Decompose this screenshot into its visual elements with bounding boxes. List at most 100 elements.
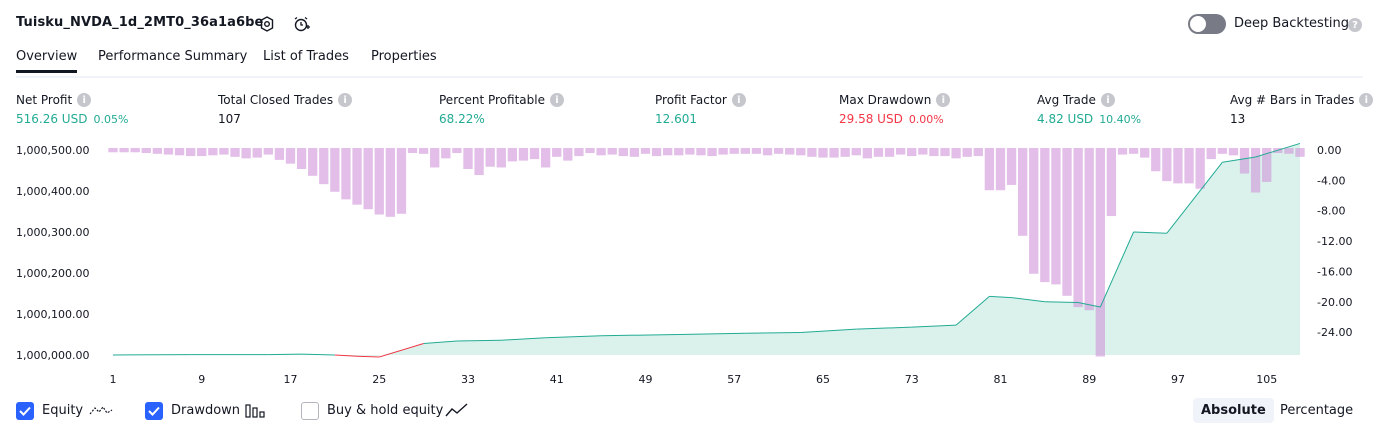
metric-value: 107 (218, 112, 352, 126)
equity-line-segment (379, 343, 424, 358)
deep-backtesting-label: Deep Backtesting (1234, 16, 1350, 31)
drawdown-bar (1217, 148, 1228, 154)
drawdown-bar (951, 148, 961, 159)
equity-line-segment (357, 355, 380, 358)
metric-sub-value: 0.00% (908, 113, 944, 126)
drawdown-bar (1151, 148, 1161, 172)
info-icon[interactable]: i (1359, 93, 1374, 107)
drawdown-bar (385, 148, 395, 217)
metric-label: Percent Profitable i (439, 93, 564, 107)
drawdown-bar (441, 148, 451, 159)
percentage-scale-button[interactable]: Percentage (1280, 403, 1354, 418)
buy-hold-label: Buy & hold equity (327, 403, 444, 418)
drawdown-bar (873, 148, 884, 157)
y-right-tick-label: 0.00 (1317, 144, 1342, 157)
drawdown-bar (1140, 148, 1150, 158)
drawdown-bar (230, 148, 240, 157)
equity-line-segment (989, 295, 1012, 299)
drawdown-bar (984, 148, 995, 191)
drawdown-bar (374, 148, 384, 215)
drawdown-bar (1128, 148, 1139, 154)
equity-chart[interactable]: 1,000,500.00 1,000,400.00 1,000,300.00 1,00… (0, 140, 1379, 390)
deep-backtesting-help-icon[interactable]: ? (1348, 18, 1362, 32)
strategy-title: Tuisku_NVDA_1d_2MT0_36a1a6be (16, 15, 264, 30)
x-tick-label: 9 (198, 373, 205, 386)
drawdown-bar (552, 148, 562, 157)
drawdown-bar (1239, 148, 1250, 174)
drawdown-bar (540, 148, 551, 168)
tab-properties[interactable]: Properties (371, 49, 437, 64)
metric-label-text: Total Closed Trades (218, 93, 334, 107)
drawdown-bar (363, 148, 373, 210)
metric-label: Max Drawdown i (839, 93, 951, 107)
equity-line-segment (1255, 142, 1301, 158)
drawdown-bar (396, 148, 407, 214)
metric-value: 68.22% (439, 112, 564, 126)
x-tick-label: 81 (993, 373, 1007, 386)
metric-label-text: Max Drawdown (839, 93, 932, 107)
settings-icon[interactable] (257, 14, 277, 34)
drawdown-bar (1073, 148, 1083, 308)
drawdown-bar (607, 148, 617, 155)
x-tick-label: 49 (638, 373, 652, 386)
drawdown-bar (851, 148, 861, 156)
x-tick-label: 25 (372, 373, 386, 386)
tab-performance-summary[interactable]: Performance Summary (98, 49, 248, 64)
equity-line-segment (456, 339, 502, 342)
equity-checkbox[interactable] (16, 402, 34, 420)
drawdown-bar (884, 148, 895, 157)
metric-value-text: 107 (218, 112, 241, 126)
add-alert-icon[interactable] (291, 14, 311, 34)
drawdown-bar (296, 148, 307, 169)
drawdown-bar (995, 148, 1006, 191)
info-icon[interactable]: i (1100, 93, 1115, 107)
drawdown-bar (829, 148, 839, 158)
metric-value: 29.58 USD 0.00% (839, 112, 950, 126)
equity-label: Equity (42, 403, 84, 418)
drawdown-bar (663, 148, 673, 156)
info-icon[interactable]: i (549, 93, 564, 107)
drawdown-bar (640, 148, 651, 154)
info-icon[interactable]: i (936, 93, 951, 107)
equity-line-segment (601, 334, 679, 337)
drawdown-checkbox[interactable] (145, 402, 163, 420)
tab-overview[interactable]: Overview (16, 49, 78, 73)
equity-line-segment (1078, 302, 1101, 308)
x-tick-label: 105 (1256, 373, 1277, 386)
tab-list-of-trades[interactable]: List of Trades (263, 49, 349, 64)
metric-label-text: Avg # Bars in Trades (1230, 93, 1355, 107)
drawdown-bar (197, 148, 207, 157)
drawdown-bar (1250, 148, 1261, 193)
drawdown-bar (130, 148, 140, 153)
metric-value-text: 12.601 (655, 112, 697, 126)
info-icon[interactable]: i (338, 93, 353, 107)
drawdown-bar (1228, 148, 1239, 156)
metric-value-text: 68.22% (439, 112, 485, 126)
equity-line-segment (301, 353, 335, 356)
metric-value: 4.82 USD 10.40% (1037, 112, 1141, 126)
drawdown-bar (818, 148, 828, 158)
buy-hold-checkbox[interactable] (301, 402, 319, 420)
drawdown-bar (685, 148, 695, 155)
drawdown-bar (862, 148, 873, 159)
drawdown-bar (252, 148, 262, 158)
drawdown-bar (174, 148, 185, 156)
drawdown-bar (962, 148, 972, 157)
metric-value: 516.26 USD 0.05% (16, 112, 128, 126)
drawdown-label: Drawdown (171, 403, 241, 418)
tab-bar: Overview Performance Summary List of Tra… (16, 46, 1363, 78)
drawdown-bar (1006, 148, 1017, 185)
info-icon[interactable]: i (77, 93, 92, 107)
drawdown-bar (1262, 148, 1272, 182)
info-icon[interactable]: i (731, 93, 746, 107)
x-tick-label: 65 (816, 373, 830, 386)
x-tick-label: 41 (550, 373, 564, 386)
drawdown-bar (807, 148, 817, 157)
drawdown-bar (1106, 148, 1117, 217)
absolute-scale-button[interactable]: Absolute (1193, 398, 1274, 423)
y-right-tick-label: -20.00 (1317, 296, 1352, 309)
x-tick-label: 1 (110, 373, 117, 386)
deep-backtesting-toggle[interactable] (1188, 14, 1226, 34)
drawdown-bar (452, 148, 462, 154)
equity-line-segment (1222, 156, 1256, 163)
